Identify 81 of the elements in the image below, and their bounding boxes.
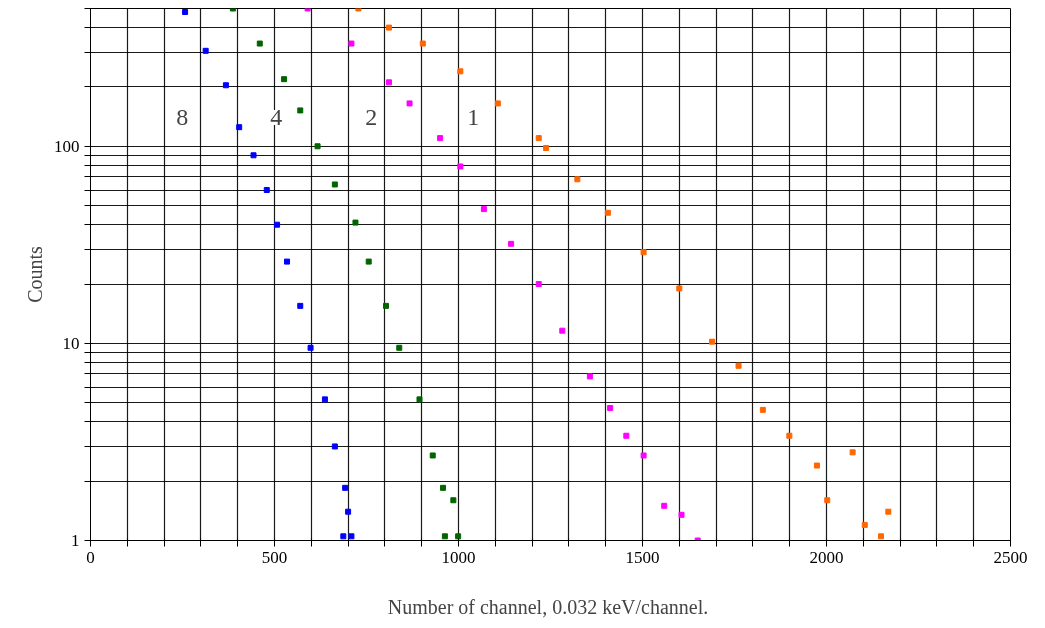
point: [508, 240, 515, 247]
point: [437, 135, 444, 142]
x-axis-title: Number of channel, 0.032 keV/channel.: [387, 595, 709, 618]
point: [455, 533, 462, 540]
point: [331, 443, 338, 450]
point: [678, 511, 685, 518]
point: [586, 373, 593, 380]
x-tick-label: 1500: [625, 547, 660, 567]
point: [440, 484, 447, 491]
point: [348, 40, 355, 47]
x-tick-label: 500: [261, 547, 288, 567]
point: [342, 484, 349, 491]
point: [640, 249, 647, 256]
point: [623, 432, 630, 439]
point: [494, 100, 501, 107]
point: [676, 285, 683, 292]
x-tick-label: 2000: [809, 547, 844, 567]
point: [365, 258, 372, 265]
point: [849, 449, 856, 456]
x-tick-label: 1000: [441, 547, 476, 567]
point: [331, 181, 338, 188]
point: [480, 206, 487, 213]
point: [202, 47, 209, 54]
point: [182, 8, 189, 15]
point: [416, 396, 423, 403]
point: [307, 344, 314, 351]
point: [396, 344, 403, 351]
annotation: 2: [365, 103, 378, 130]
point: [640, 452, 647, 459]
point: [457, 68, 464, 75]
point: [250, 152, 257, 159]
x-tick-label: 0: [86, 547, 95, 567]
point: [441, 533, 448, 540]
point: [340, 533, 347, 540]
point: [607, 405, 614, 412]
point: [759, 406, 766, 413]
point: [429, 452, 436, 459]
y-tick-label: 10: [62, 333, 80, 353]
point: [297, 302, 304, 309]
point: [885, 508, 892, 515]
point: [709, 338, 716, 345]
annotation: 1: [467, 103, 480, 130]
point: [385, 79, 392, 86]
point: [543, 145, 550, 151]
point: [824, 497, 831, 504]
point: [284, 258, 291, 265]
point: [559, 327, 566, 334]
point: [535, 135, 542, 142]
point: [406, 100, 413, 107]
point: [321, 396, 328, 403]
x-tick-label: 2500: [993, 547, 1028, 567]
point: [877, 533, 884, 540]
point: [256, 40, 263, 47]
annotation: 4: [270, 103, 283, 130]
point: [535, 281, 542, 288]
point: [735, 362, 742, 369]
point: [457, 163, 464, 170]
point: [345, 508, 352, 515]
point: [263, 187, 270, 193]
point: [419, 40, 426, 47]
point: [786, 432, 793, 439]
point: [314, 143, 321, 150]
point: [222, 82, 229, 89]
point: [281, 76, 288, 83]
point: [661, 502, 668, 509]
point: [861, 521, 868, 528]
point: [604, 209, 611, 216]
point: [297, 107, 304, 114]
point: [348, 533, 355, 540]
point: [574, 176, 581, 183]
y-tick-label: 100: [54, 136, 80, 156]
y-axis-title: Counts: [24, 245, 46, 303]
point: [274, 221, 281, 228]
point: [352, 219, 359, 226]
point: [236, 124, 243, 131]
point: [383, 302, 389, 309]
point: [813, 462, 820, 469]
point: [385, 24, 392, 31]
point: [450, 497, 457, 504]
annotation: 8: [176, 103, 189, 130]
y-tick-label: 1: [71, 531, 80, 550]
